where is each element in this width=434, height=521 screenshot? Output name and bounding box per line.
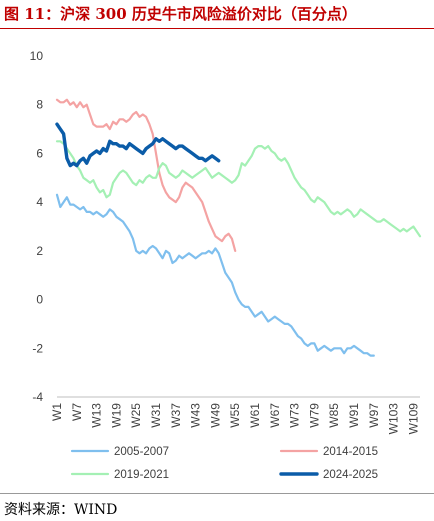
y-tick-label: 4 xyxy=(36,195,43,209)
x-tick-label: W19 xyxy=(109,403,123,428)
x-tick-label: W55 xyxy=(228,403,242,428)
x-tick-label: W73 xyxy=(288,403,302,428)
y-tick-label: 0 xyxy=(36,293,43,307)
y-tick-label: 2 xyxy=(36,244,43,258)
source-note: 资料来源：WIND xyxy=(4,502,118,518)
series-line-2005-2007 xyxy=(55,193,375,357)
y-tick-label: -4 xyxy=(32,390,43,404)
source-divider xyxy=(0,493,434,494)
x-tick-label: W109 xyxy=(406,403,420,435)
legend-label: 2005-2007 xyxy=(114,446,169,458)
y-tick-label: 10 xyxy=(30,49,44,63)
x-tick-label: W7 xyxy=(70,403,84,421)
x-tick-label: W85 xyxy=(327,403,341,428)
x-tick-label: W49 xyxy=(208,403,222,428)
series-line-2024-2025 xyxy=(55,122,221,168)
x-tick-label: W37 xyxy=(169,403,183,428)
x-tick-label: W1 xyxy=(50,403,64,421)
x-tick-label: W31 xyxy=(149,403,163,428)
legend-label: 2014-2015 xyxy=(323,446,378,458)
series-line-2019-2021 xyxy=(55,140,422,238)
x-tick-label: W79 xyxy=(307,403,321,428)
legend-label: 2024-2025 xyxy=(323,469,378,481)
y-tick-label: 8 xyxy=(36,98,43,112)
x-tick-label: W13 xyxy=(90,403,104,428)
series-line-2014-2015 xyxy=(55,98,237,252)
line-chart: -4 -2 0 2 4 6 8 10 W1 W7 W13 W19 W25 W31 W37 W43 W49 W55 W… xyxy=(30,49,422,481)
x-tick-label: W103 xyxy=(387,403,401,435)
y-tick-label: -2 xyxy=(32,341,43,355)
x-tick-label: W43 xyxy=(189,403,203,428)
x-tick-label: W25 xyxy=(129,403,143,428)
x-tick-label: W91 xyxy=(347,403,361,428)
legend-label: 2019-2021 xyxy=(114,469,169,481)
figure-header: 图 11：沪深 300 历史牛市风险溢价对比（百分点） xyxy=(0,0,434,30)
title-divider xyxy=(0,28,434,29)
figure-title: 图 11：沪深 300 历史牛市风险溢价对比（百分点） xyxy=(4,5,357,23)
x-tick-label: W97 xyxy=(367,403,381,428)
x-tick-label: W61 xyxy=(248,403,262,428)
x-tick-label: W67 xyxy=(268,403,282,428)
y-tick-label: 6 xyxy=(36,146,43,160)
